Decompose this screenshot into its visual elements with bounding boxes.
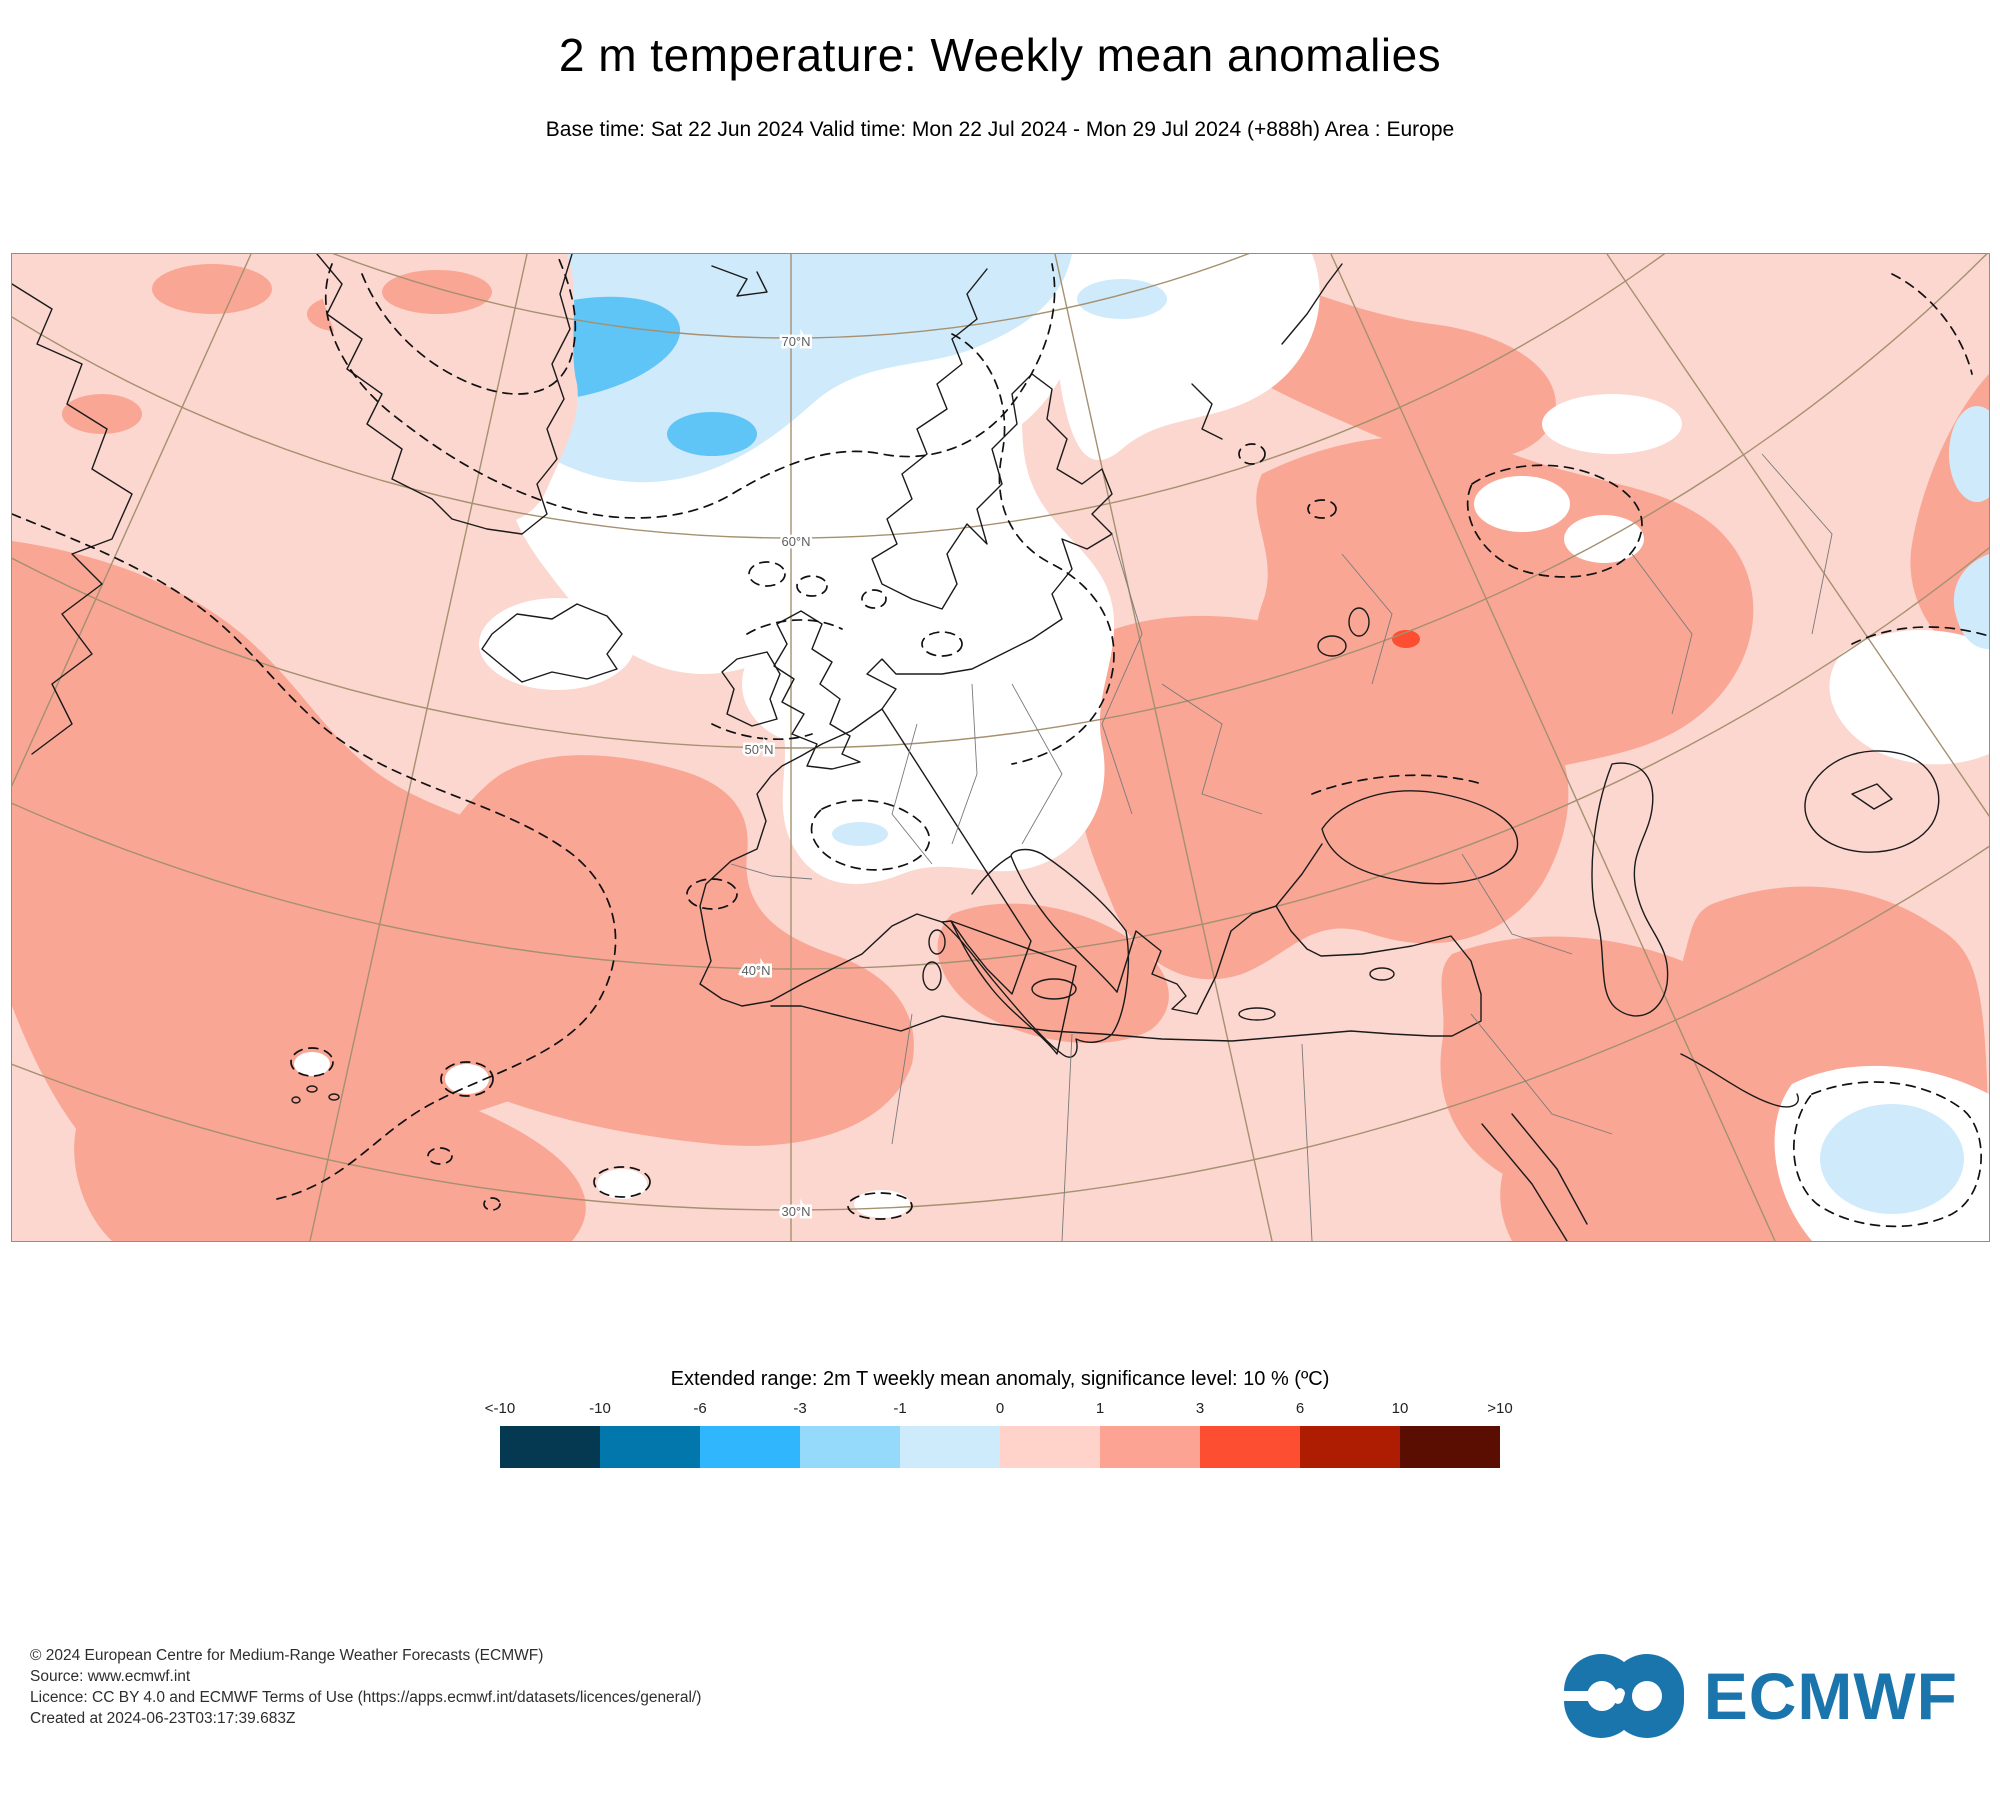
footer-copyright: © 2024 European Centre for Medium-Range … xyxy=(30,1647,544,1664)
colorbar-ticks: <-10 -10 -6 -3 -1 0 1 3 6 10 >10 xyxy=(485,1400,1513,1420)
colorbar-cell xyxy=(1400,1426,1500,1468)
country-borders xyxy=(730,453,1833,1241)
lat-label-60n: 60°N xyxy=(781,534,810,549)
ecmwf-logo: ECMWF xyxy=(1557,1648,1958,1744)
page-subtitle: Base time: Sat 22 Jun 2024 Valid time: M… xyxy=(545,118,1455,141)
graticule xyxy=(12,254,1989,1241)
colorbar-tick-label: 10 xyxy=(1391,1400,1409,1417)
lat-label-70n: 70°N xyxy=(781,334,810,349)
colorbar-cell xyxy=(1200,1426,1300,1468)
latitude-labels: 70°N 60°N 50°N 40°N 30°N xyxy=(739,332,813,1222)
footer-source: Source: www.ecmwf.int xyxy=(30,1668,191,1685)
colorbar-tick-label: -6 xyxy=(693,1400,707,1417)
colorbar xyxy=(500,1426,1500,1468)
colorbar-cell xyxy=(600,1426,700,1468)
iceland-neutral xyxy=(479,598,635,690)
coastlines xyxy=(12,254,1940,1241)
colorbar-tick-label: -10 xyxy=(589,1400,611,1417)
ecmwf-logo-text: ECMWF xyxy=(1703,1659,1958,1733)
footer-credits: © 2024 European Centre for Medium-Range … xyxy=(30,1645,701,1729)
colorbar-tick-label: 0 xyxy=(995,1400,1005,1417)
greenland-interior xyxy=(312,254,635,690)
alps-cool-spot xyxy=(832,822,888,846)
map-canvas: 70°N 60°N 50°N 40°N 30°N xyxy=(12,254,1989,1241)
colorbar-tick-label: 1 xyxy=(1095,1400,1105,1417)
legend-title: Extended range: 2m T weekly mean anomaly… xyxy=(670,1368,1330,1390)
colorbar-cell xyxy=(700,1426,800,1468)
lat-label-50n: 50°N xyxy=(744,742,773,757)
colorbar-cell xyxy=(1100,1426,1200,1468)
colorbar-tick-label: 6 xyxy=(1295,1400,1305,1417)
southeast-cool-patch xyxy=(1820,1104,1964,1214)
colorbar-cell xyxy=(1000,1426,1100,1468)
colorbar-tick-label: -1 xyxy=(893,1400,907,1417)
colorbar-cell xyxy=(800,1426,900,1468)
colorbar-cell xyxy=(500,1426,600,1468)
lat-label-30n: 30°N xyxy=(781,1204,810,1219)
lat-label-40n: 40°N xyxy=(741,963,770,978)
colorbar-cell xyxy=(900,1426,1000,1468)
ecmwf-logo-icon xyxy=(1557,1654,1684,1738)
significance-contours xyxy=(12,254,1989,1228)
colorbar-tick-label: <-10 xyxy=(484,1400,516,1417)
europe-anomaly-map: 70°N 60°N 50°N 40°N 30°N xyxy=(11,253,1990,1242)
footer-licence: Licence: CC BY 4.0 and ECMWF Terms of Us… xyxy=(30,1689,702,1706)
page-title: 2 m temperature: Weekly mean anomalies xyxy=(558,29,1442,81)
colorbar-tick-label: >10 xyxy=(1487,1400,1513,1417)
colorbar-tick-label: -3 xyxy=(793,1400,807,1417)
colorbar-tick-label: 3 xyxy=(1195,1400,1205,1417)
colorbar-cell xyxy=(1300,1426,1400,1468)
footer-created-at: Created at 2024-06-23T03:17:39.683Z xyxy=(30,1710,296,1727)
